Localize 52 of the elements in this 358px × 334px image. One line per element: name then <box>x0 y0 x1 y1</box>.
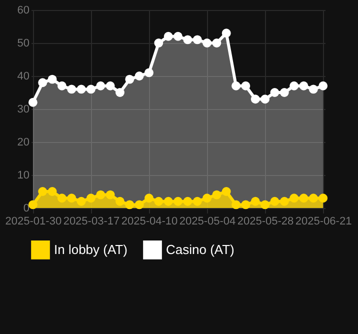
point <box>202 194 212 203</box>
point <box>308 84 318 94</box>
x-tick-label: 2025-05-28 <box>237 216 294 228</box>
point <box>86 194 96 203</box>
x-tick-label: 2025-01-30 <box>5 216 62 228</box>
point <box>280 196 289 206</box>
point <box>134 72 144 80</box>
point <box>154 38 164 48</box>
point <box>57 81 66 90</box>
point <box>125 74 134 84</box>
y-tick-label: 60 <box>17 4 30 16</box>
x-tick-label: 2025-03-17 <box>63 216 120 228</box>
point <box>116 196 124 206</box>
point <box>134 200 144 210</box>
point <box>48 74 57 84</box>
point <box>212 38 222 48</box>
legend-label: In lobby (AT) <box>54 242 128 257</box>
point <box>212 190 222 200</box>
y-tick-label: 30 <box>17 104 30 116</box>
y-tick-label: 50 <box>17 38 30 50</box>
point <box>106 190 115 200</box>
legend-label: Casino (AT) <box>166 242 234 257</box>
x-tick-label: 2025-04-10 <box>121 216 178 228</box>
point <box>260 94 270 104</box>
point <box>250 196 260 206</box>
point <box>86 84 96 94</box>
point <box>67 194 76 203</box>
point <box>280 88 289 97</box>
point <box>222 28 231 38</box>
y-tick-label: 0 <box>23 202 30 214</box>
point <box>38 78 48 88</box>
point <box>144 68 154 78</box>
point <box>144 194 154 203</box>
point <box>48 187 57 196</box>
point <box>260 200 270 210</box>
x-tick-label: 2025-05-04 <box>179 216 236 228</box>
point <box>192 35 202 44</box>
point <box>28 200 38 210</box>
point <box>116 88 124 97</box>
point <box>299 81 308 90</box>
point <box>192 196 202 206</box>
x-tick-label: 2025-06-21 <box>295 216 352 228</box>
y-tick-label: 40 <box>17 70 30 82</box>
point <box>241 200 250 210</box>
point <box>76 196 86 206</box>
point <box>28 98 38 107</box>
point <box>106 81 115 90</box>
point <box>241 81 250 90</box>
y-tick-label: 20 <box>17 136 30 148</box>
point <box>222 187 231 196</box>
point <box>174 32 182 41</box>
y-tick-label: 10 <box>17 170 30 182</box>
